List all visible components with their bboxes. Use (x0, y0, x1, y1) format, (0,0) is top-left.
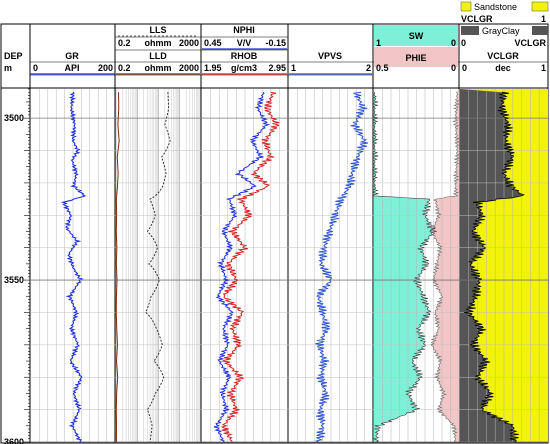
nphi-curve-name: NPHI (233, 25, 255, 35)
gr-curve-name: GR (65, 51, 79, 61)
rhob-min: 1.95 (204, 63, 222, 73)
lls-unit: ohmm (145, 38, 172, 48)
gr-unit: API (64, 63, 79, 73)
vclgr-curve (464, 91, 525, 443)
lls-curve-name: LLS (150, 25, 167, 35)
legend-max-sandstone: 1 (541, 14, 546, 24)
legend-curve-grayclay: VCLGR (515, 38, 547, 48)
legend-min-grayclay: 0 (461, 38, 466, 48)
gr-min: 0 (33, 63, 38, 73)
legend-swatch-grayclay (532, 26, 548, 35)
grayclay-fill-area (460, 89, 524, 442)
vpvs-max: 2 (366, 63, 371, 73)
phie-min: 0.5 (376, 63, 389, 73)
lld-curve-name: LLD (149, 51, 167, 61)
legend-swatch-sandstone-right (531, 1, 549, 12)
gr-curve (60, 91, 87, 443)
nphi-curve (213, 91, 271, 443)
phie-max: 0 (451, 63, 456, 73)
phie-curve-name: PHIE (405, 53, 426, 63)
phie-header-fill (374, 47, 458, 67)
lld-curve (115, 92, 120, 442)
legend-label-grayclay: GrayClay (482, 26, 520, 36)
fill-layer (374, 89, 548, 442)
legend-label-sandstone: Sandstone (474, 2, 517, 12)
vclgr-max: 1 (541, 63, 546, 73)
nphi-min: 0.45 (204, 38, 222, 48)
vclgr-unit: dec (495, 63, 511, 73)
rhob-curve (220, 91, 280, 443)
rhob-curve-name: RHOB (231, 51, 258, 61)
legend-swatch-grayclay-left (461, 26, 479, 35)
vpvs-min: 1 (291, 63, 296, 73)
legend-grayclay: GrayClay 0 VCLGR (461, 26, 548, 48)
legend-sandstone: Sandstone VCLGR 1 (460, 1, 549, 24)
legend-swatch-sandstone (460, 1, 472, 12)
depth-tick-label: 3500 (4, 113, 24, 123)
vclgr-curve-name: VCLGR (487, 51, 519, 61)
curve-layer (60, 91, 525, 443)
lls-curve (145, 92, 171, 443)
sw-min: 1 (376, 38, 381, 48)
depth-tick-label: 3600 (4, 437, 24, 444)
phie-fill-area (429, 89, 459, 442)
vclgr-min: 0 (462, 63, 467, 73)
nphi-unit: V/V (237, 38, 252, 48)
lls-min: 0.2 (118, 38, 131, 48)
vpvs-curve (315, 91, 369, 443)
lls-max: 2000 (179, 38, 199, 48)
rhob-max: 2.95 (268, 63, 286, 73)
phie-curve (428, 91, 461, 443)
vpvs-curve-name: VPVS (318, 51, 342, 61)
depth-axis: 3500 3550 3600 (4, 88, 30, 444)
sw-fill-area (374, 89, 437, 442)
depth-header: DEP (4, 51, 23, 61)
sw-curve-name: SW (409, 31, 424, 41)
rhob-unit: g/cm3 (231, 63, 257, 73)
lld-max: 2000 (179, 63, 199, 73)
lld-unit: ohmm (145, 63, 172, 73)
gr-max: 200 (98, 63, 113, 73)
sw-curve (373, 92, 437, 443)
nphi-max: -0.15 (265, 38, 286, 48)
sw-header-fill (374, 25, 458, 46)
depth-tick-label: 3550 (4, 275, 24, 285)
legend-curve-sandstone: VCLGR (461, 14, 493, 24)
sw-max: 0 (451, 38, 456, 48)
depth-unit: m (4, 63, 12, 73)
lld-min: 0.2 (118, 63, 131, 73)
grid-layer (30, 89, 548, 443)
